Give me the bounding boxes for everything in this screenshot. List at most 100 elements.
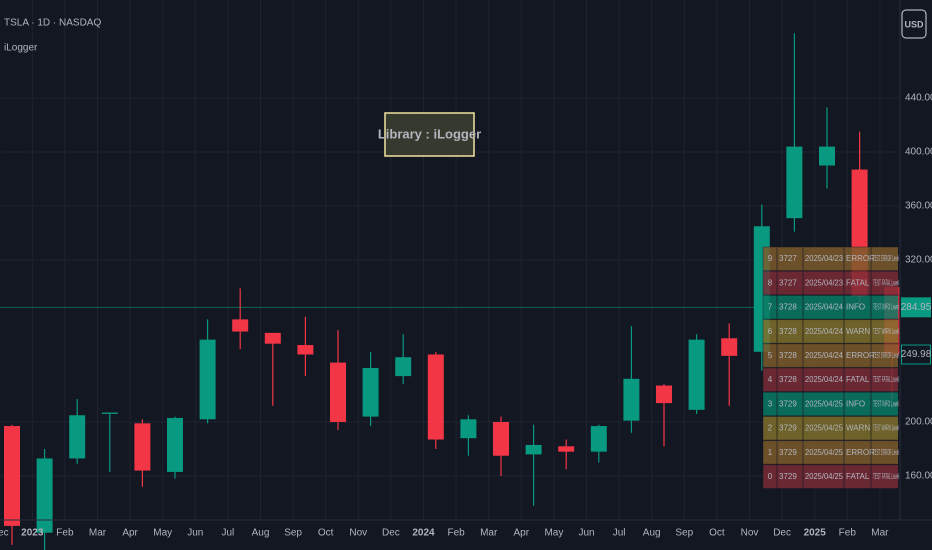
candle-body bbox=[721, 338, 738, 356]
log-cell bbox=[776, 246, 804, 272]
x-tick-label: 2024 bbox=[412, 528, 435, 539]
log-cell bbox=[762, 246, 778, 272]
log-cell-text: ERROR bbox=[846, 351, 875, 360]
log-cell-text: TEST WARN Level bbox=[873, 327, 899, 336]
x-tick-label: Mar bbox=[871, 528, 889, 539]
candle-body bbox=[786, 146, 803, 219]
candle-body bbox=[167, 417, 183, 472]
last-price-label: 249.98 bbox=[901, 349, 932, 360]
x-tick-label: Dec bbox=[773, 528, 791, 539]
log-row bbox=[763, 343, 898, 368]
x-tick-label: Feb bbox=[56, 528, 74, 539]
log-cell bbox=[870, 270, 900, 296]
log-cell-text: 2025/04/25 bbox=[805, 448, 844, 457]
x-tick-label: Feb bbox=[447, 528, 465, 539]
log-cell bbox=[776, 464, 804, 489]
log-cell bbox=[762, 367, 778, 393]
x-tick-label: Mar bbox=[89, 528, 107, 539]
candle-body bbox=[427, 354, 444, 440]
log-cell bbox=[870, 343, 900, 368]
log-cell bbox=[870, 391, 900, 417]
x-tick-label: Dec bbox=[0, 528, 9, 539]
log-cell bbox=[870, 464, 900, 489]
log-cell-text: TEST INFO Level bbox=[873, 399, 899, 408]
log-cell bbox=[802, 415, 845, 441]
annotation-box bbox=[384, 112, 475, 157]
x-tick-label: May bbox=[544, 528, 563, 539]
x-tick-label: Mar bbox=[480, 528, 498, 539]
log-cell-text: 3728 bbox=[779, 375, 797, 384]
candle-body bbox=[297, 345, 314, 355]
candle-body bbox=[134, 423, 151, 471]
log-row bbox=[763, 440, 898, 465]
log-cell-text: 4 bbox=[768, 375, 773, 384]
candle-body bbox=[232, 319, 249, 332]
log-cell bbox=[802, 270, 845, 296]
log-cell-text: 3729 bbox=[779, 424, 797, 433]
log-cell bbox=[776, 367, 804, 393]
x-tick-label: Oct bbox=[318, 528, 334, 539]
log-cell-text: ERROR bbox=[846, 448, 875, 457]
log-cell bbox=[843, 294, 872, 320]
log-cell bbox=[762, 294, 778, 320]
candle-body bbox=[199, 339, 216, 420]
log-cell bbox=[762, 343, 778, 368]
log-row bbox=[763, 464, 898, 489]
currency-button[interactable] bbox=[901, 9, 927, 39]
indicator-name: iLogger bbox=[4, 43, 38, 54]
log-cell-text: 2025/04/25 bbox=[805, 472, 844, 481]
log-cell-text: 8 bbox=[768, 278, 773, 287]
x-tick-label: Apr bbox=[122, 528, 138, 539]
log-cell bbox=[802, 319, 845, 344]
currency-label[interactable]: USD bbox=[904, 19, 924, 29]
x-tick-label: 2023 bbox=[21, 528, 44, 539]
candle-body bbox=[493, 421, 509, 456]
log-row bbox=[763, 295, 898, 319]
log-cell-text: 2025/04/24 bbox=[805, 303, 844, 312]
x-tick-label: Aug bbox=[252, 528, 270, 539]
log-cell-text: FATAL bbox=[846, 375, 870, 384]
candle-body bbox=[395, 357, 412, 377]
log-cell bbox=[843, 464, 872, 489]
log-cell bbox=[776, 294, 804, 320]
log-cell-text: 2025/04/23 bbox=[805, 278, 844, 287]
candle-body bbox=[558, 446, 575, 452]
candle-body bbox=[688, 339, 705, 410]
candle-body bbox=[623, 378, 640, 421]
log-cell-text: 2025/04/25 bbox=[805, 399, 844, 408]
log-row bbox=[763, 368, 898, 392]
log-cell bbox=[870, 319, 900, 344]
log-cell-text: 3728 bbox=[779, 303, 797, 312]
log-cell-text: TEST FATAL Level bbox=[873, 375, 899, 384]
grid bbox=[0, 0, 900, 520]
log-cell bbox=[762, 440, 778, 465]
log-cell-text: 3728 bbox=[779, 351, 797, 360]
log-cell-text: ERROR bbox=[846, 254, 875, 263]
log-cell bbox=[843, 440, 872, 465]
y-tick-label: 360.00 bbox=[905, 201, 932, 212]
candle-body bbox=[4, 426, 20, 526]
log-cell bbox=[802, 246, 845, 272]
x-tick-label: 2025 bbox=[804, 528, 827, 539]
log-cell bbox=[843, 343, 872, 368]
log-cell-text: FATAL bbox=[846, 472, 870, 481]
log-row bbox=[763, 319, 898, 344]
log-cell-text: TEST FATAL Level bbox=[873, 472, 899, 481]
y-tick-label: 160.00 bbox=[905, 471, 932, 482]
candle-body bbox=[362, 367, 379, 417]
log-cell-text: 2 bbox=[768, 424, 773, 433]
candle-body bbox=[264, 332, 281, 344]
x-tick-label: Jun bbox=[578, 528, 594, 539]
x-tick-label: Jul bbox=[222, 528, 235, 539]
log-cell bbox=[762, 415, 778, 441]
y-tick-label: 320.00 bbox=[905, 255, 932, 266]
x-tick-label: Nov bbox=[349, 528, 367, 539]
log-cell bbox=[802, 464, 845, 489]
log-cell-text: TEST FATAL Level bbox=[873, 278, 899, 287]
x-tick-label: Nov bbox=[741, 528, 759, 539]
log-cell bbox=[776, 319, 804, 344]
log-cell bbox=[802, 367, 845, 393]
log-cell bbox=[843, 367, 872, 393]
x-tick-label: Jun bbox=[187, 528, 203, 539]
